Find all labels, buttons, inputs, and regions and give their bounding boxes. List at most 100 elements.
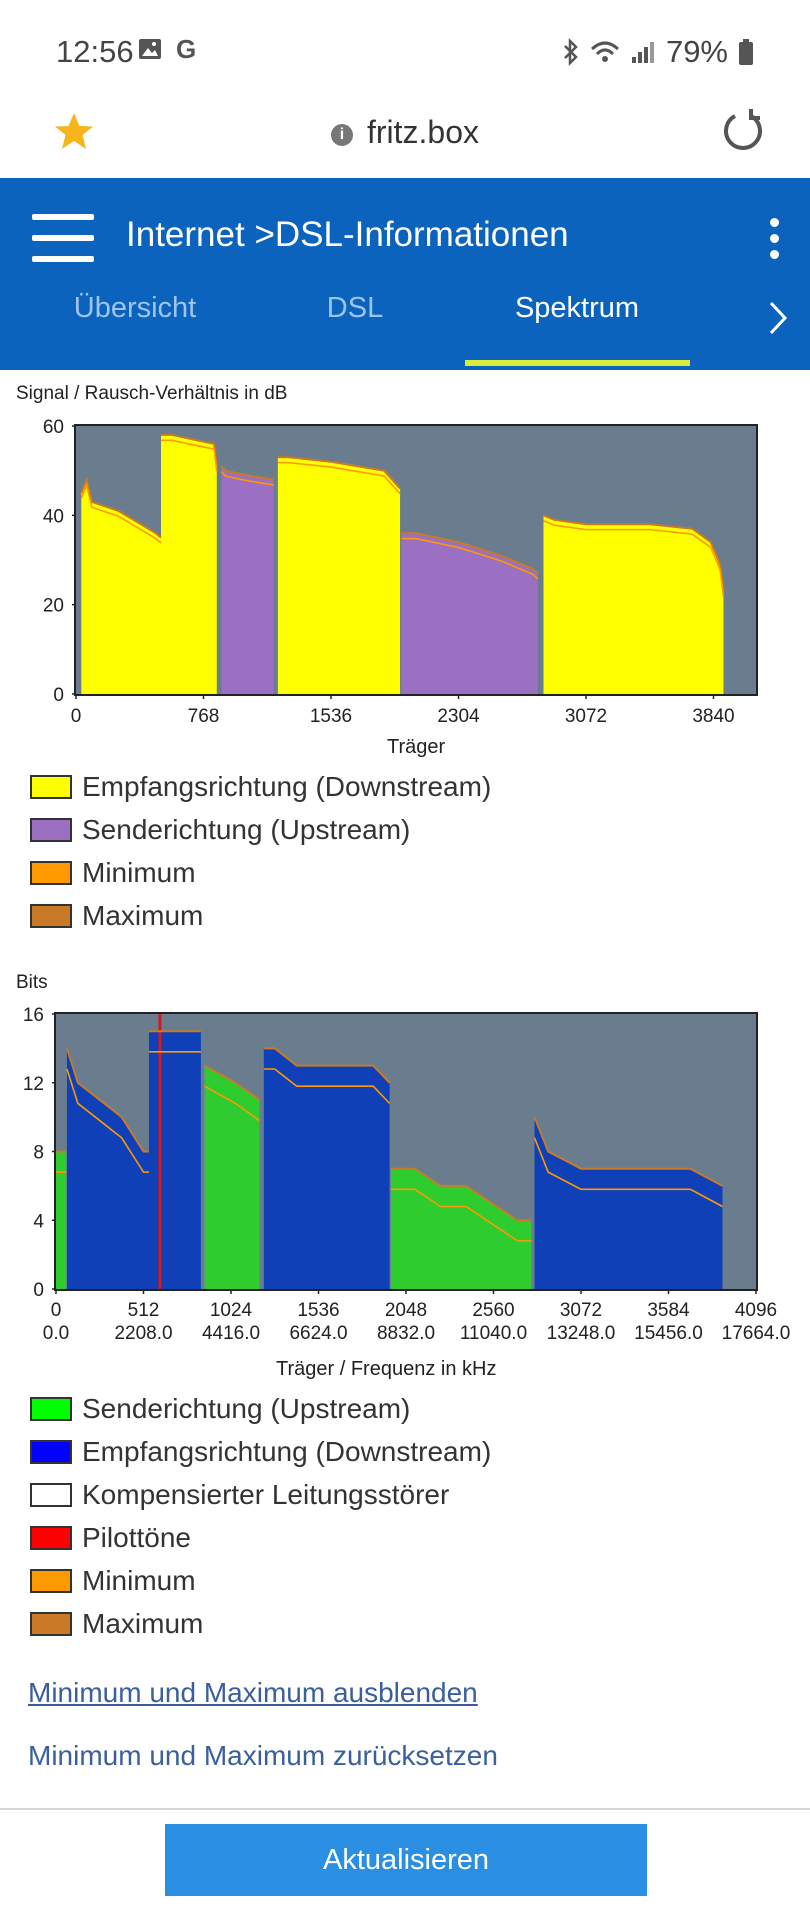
- footer-divider: [0, 1808, 810, 1810]
- snr-chart-title: Signal / Rausch-Verhältnis in dB: [16, 383, 288, 404]
- snr-y-tick-label: 60: [43, 417, 64, 438]
- chevron-right-icon[interactable]: [766, 298, 790, 338]
- snr-min-line: [277, 461, 401, 495]
- status-bar: 12:56 G 79%: [0, 0, 810, 100]
- url-text: fritz.box: [366, 114, 480, 150]
- bits-x-tick-label: 4096: [735, 1300, 777, 1321]
- bits-x-freq-label: 0.0: [43, 1323, 69, 1344]
- legend-upstream: Senderichtung (Upstream): [30, 1387, 491, 1430]
- wifi-icon: [590, 41, 619, 62]
- tab-dsl[interactable]: DSL: [326, 292, 384, 324]
- bits-area-b-1: [148, 1031, 201, 1289]
- bits-max-line: [390, 1167, 532, 1222]
- snr-x-tick-label: 3072: [565, 706, 607, 727]
- bits-legend: Senderichtung (Upstream) Empfangsrichtun…: [30, 1387, 491, 1645]
- bits-y-tick-label: 12: [23, 1074, 44, 1095]
- breadcrumb-root[interactable]: Internet: [126, 215, 245, 254]
- snr-max-line: [277, 456, 401, 490]
- more-options-icon[interactable]: [770, 218, 780, 266]
- tab-overview[interactable]: Übersicht: [73, 292, 197, 324]
- bits-x-freq-label: 17664.0: [722, 1323, 791, 1344]
- bits-x-freq-label: 4416.0: [202, 1323, 260, 1344]
- snr-x-tick-label: 768: [188, 706, 220, 727]
- snr-x-tick-label: 3840: [692, 706, 734, 727]
- breadcrumb: Internet >DSL-Informationen: [126, 215, 569, 255]
- bits-min-line: [533, 1137, 723, 1208]
- bits-min-line: [66, 1068, 149, 1173]
- snr-x-tick-label: 0: [71, 706, 82, 727]
- legend-downstream: Empfangsrichtung (Downstream): [30, 765, 491, 808]
- legend-pilot-tones: Pilottöne: [30, 1516, 491, 1559]
- legend-maximum: Maximum: [30, 894, 491, 937]
- snr-x-tick-label: 1536: [310, 706, 352, 727]
- bits-x-tick-label: 2560: [472, 1300, 514, 1321]
- reset-min-max-link[interactable]: Minimum und Maximum zurücksetzen: [28, 1740, 498, 1771]
- snr-legend: Empfangsrichtung (Downstream) Sendericht…: [30, 765, 491, 937]
- bits-x-tick-label: 512: [128, 1300, 160, 1321]
- star-icon[interactable]: [52, 110, 96, 154]
- bits-min-line: [390, 1188, 532, 1242]
- app-header: Internet >DSL-Informationen Übersicht DS…: [0, 178, 810, 370]
- snr-max-line: [220, 465, 274, 481]
- battery-icon: [739, 39, 753, 65]
- legend-minimum: Minimum: [30, 851, 491, 894]
- bits-x-tick-label: 2048: [385, 1300, 427, 1321]
- hide-min-max-link[interactable]: Minimum und Maximum ausblenden: [28, 1677, 478, 1708]
- bits-min-line: [263, 1068, 391, 1104]
- info-icon[interactable]: i: [330, 123, 353, 146]
- url-bar[interactable]: i fritz.box: [0, 114, 810, 151]
- svg-text:G: G: [176, 36, 196, 62]
- bits-max-line: [263, 1047, 391, 1084]
- bits-y-tick-label: 16: [23, 1005, 44, 1026]
- signal-icon: [631, 42, 654, 63]
- snr-max-line: [80, 476, 162, 539]
- snr-area-b-1: [401, 533, 538, 694]
- bits-min-line: [204, 1085, 260, 1122]
- menu-icon[interactable]: [32, 214, 94, 262]
- legend-crosstalk: Kompensierter Leitungsstörer: [30, 1473, 491, 1516]
- bits-x-freq-label: 2208.0: [114, 1323, 172, 1344]
- snr-y-tick-label: 0: [53, 685, 64, 706]
- bits-x-axis-label: Träger / Frequenz in kHz: [276, 1358, 496, 1380]
- snr-min-line: [220, 471, 274, 486]
- snr-max-line: [543, 514, 725, 592]
- legend-minimum: Minimum: [30, 1559, 491, 1602]
- active-tab-indicator: [465, 360, 690, 366]
- bits-y-tick-label: 4: [33, 1211, 44, 1232]
- snr-area-b-0: [221, 466, 274, 694]
- snr-area-a-2: [277, 457, 401, 694]
- snr-min-line: [161, 439, 218, 472]
- google-icon: G: [176, 36, 196, 62]
- snr-min-line: [401, 537, 539, 580]
- update-button[interactable]: Aktualisieren: [165, 1824, 647, 1896]
- bits-x-freq-label: 11040.0: [460, 1323, 527, 1344]
- bits-area-a-2: [390, 1168, 532, 1289]
- bits-x-freq-label: 6624.0: [289, 1323, 347, 1344]
- snr-max-line: [401, 532, 539, 575]
- bits-y-tick-label: 8: [33, 1143, 44, 1164]
- legend-downstream: Empfangsrichtung (Downstream): [30, 1430, 491, 1473]
- bits-max-line: [204, 1064, 260, 1101]
- tab-spectrum[interactable]: Spektrum: [514, 292, 640, 324]
- snr-y-tick-label: 40: [43, 506, 64, 527]
- bits-x-tick-label: 1536: [297, 1300, 339, 1321]
- legend-upstream: Senderichtung (Upstream): [30, 808, 491, 851]
- bits-x-freq-label: 13248.0: [547, 1323, 616, 1344]
- bits-x-tick-label: 1024: [210, 1300, 253, 1321]
- snr-min-line: [543, 519, 725, 597]
- bits-x-tick-label: 0: [51, 1300, 62, 1321]
- battery-percent: 79%: [665, 34, 728, 69]
- snr-min-line: [80, 482, 162, 544]
- bits-x-tick-label: 3072: [560, 1300, 602, 1321]
- gallery-icon: [139, 39, 161, 59]
- bits-y-tick-label: 0: [33, 1280, 44, 1301]
- breadcrumb-page: DSL-Informationen: [274, 215, 569, 254]
- bits-x-freq-label: 15456.0: [634, 1323, 703, 1344]
- bits-x-freq-label: 8832.0: [377, 1323, 435, 1344]
- bits-chart: 161284000.05122208.010244416.015366624.0…: [23, 1005, 791, 1380]
- snr-y-tick-label: 20: [43, 596, 64, 617]
- bits-max-line: [533, 1116, 723, 1187]
- browser-bar: i fritz.box: [0, 100, 810, 178]
- tab-bar: Übersicht DSL Spektrum: [0, 278, 810, 370]
- reload-icon[interactable]: [718, 106, 768, 156]
